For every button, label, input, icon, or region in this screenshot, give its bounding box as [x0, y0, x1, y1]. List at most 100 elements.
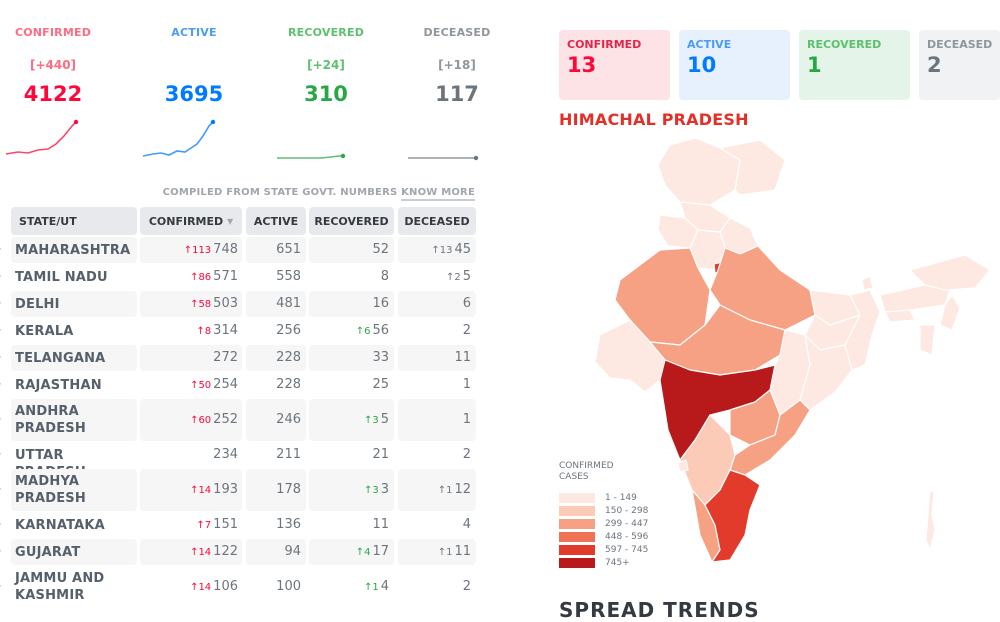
header-state[interactable]: STATE/UT [11, 207, 137, 235]
table-row[interactable]: › TELANGANA 272 228 33 11 [0, 345, 478, 371]
cell-deceased-value: 5 [462, 269, 471, 284]
region-card-label: DECEASED [927, 38, 993, 51]
header-recovered[interactable]: RECOVERED [309, 207, 394, 235]
cell-active-bg [246, 264, 306, 290]
cell-confirmed-value: 503 [213, 296, 238, 311]
expand-chevron-icon[interactable]: › [0, 323, 1, 336]
cell-recovered-bg [309, 469, 394, 511]
cell-recovered: 16 [370, 296, 389, 311]
legend-label: 150 - 298 [605, 506, 649, 516]
legend-label: 1 - 149 [605, 493, 637, 503]
region-card-deceased: DECEASED 2 [919, 30, 1000, 100]
stat-sparkline [277, 153, 346, 159]
region-card-label: CONFIRMED [567, 38, 642, 51]
region-card-value: 13 [567, 53, 597, 77]
know-more-link[interactable]: KNOW MORE [401, 187, 475, 201]
cell-state-bg [11, 345, 137, 371]
cell-confirmed: ↑60 252 [190, 412, 238, 427]
cell-recovered-bg [309, 237, 394, 263]
header-confirmed[interactable]: CONFIRMED ▾ [140, 207, 242, 235]
stat-label: DECEASED [423, 26, 491, 39]
table-row[interactable]: ›UTTAR PRADESH234211212 [0, 442, 478, 480]
legend-bin: 597 - 745 [559, 545, 648, 555]
cell-active-value: 228 [276, 350, 301, 365]
cell-recovered-value: 17 [372, 544, 389, 559]
cell-recovered-value: 16 [372, 296, 389, 311]
expand-chevron-icon[interactable]: › [0, 296, 1, 309]
expand-chevron-icon[interactable]: › [0, 350, 1, 363]
cell-recovered-value: 8 [380, 269, 389, 284]
cell-confirmed-delta: ↑86 [190, 272, 212, 283]
cell-confirmed-bg [140, 512, 242, 538]
cell-active: 651 [276, 242, 301, 257]
cell-state-bg [11, 399, 137, 441]
cell-active: 94 [284, 544, 301, 559]
cell-confirmed-delta: ↑58 [190, 299, 212, 310]
cell-active-value: 246 [276, 412, 301, 427]
expand-chevron-icon[interactable]: › [0, 242, 1, 255]
cell-confirmed-bg [140, 345, 242, 371]
cell-recovered: ↑1 4 [364, 579, 389, 594]
state-name: JAMMU AND KASHMIR [15, 571, 105, 603]
cell-confirmed-value: 314 [213, 323, 238, 338]
cell-deceased: 4 [461, 517, 471, 532]
cell-deceased-delta: ↑2 [445, 272, 461, 283]
cell-state-bg [11, 566, 137, 608]
cell-recovered: 11 [370, 517, 389, 532]
cell-active: 136 [276, 517, 301, 532]
cell-deceased-value: 11 [454, 350, 471, 365]
india-map[interactable] [580, 130, 1000, 590]
header-deceased[interactable]: DECEASED [398, 207, 476, 235]
stat-label: CONFIRMED [14, 26, 92, 39]
cell-recovered-bg [309, 291, 394, 317]
cell-recovered: 21 [370, 447, 389, 462]
cell-confirmed-delta: ↑113 [183, 245, 212, 256]
cell-deceased: ↑13 45 [431, 242, 471, 257]
header-recovered-label: RECOVERED [314, 214, 389, 228]
expand-chevron-icon[interactable]: › [0, 517, 1, 530]
state-name: MADHYA PRADESH [15, 474, 86, 506]
expand-chevron-icon[interactable]: › [0, 579, 1, 592]
legend-bin: 150 - 298 [559, 506, 648, 516]
legend-bin: 448 - 596 [559, 532, 648, 542]
cell-confirmed-delta: ↑14 [190, 485, 212, 496]
cell-active: 246 [276, 412, 301, 427]
cell-recovered: 52 [370, 242, 389, 257]
expand-chevron-icon[interactable]: › [0, 482, 1, 495]
cell-recovered-value: 11 [372, 517, 389, 532]
cell-active: 481 [276, 296, 301, 311]
cell-deceased: 1 [461, 412, 471, 427]
cell-confirmed: ↑14 106 [190, 579, 238, 594]
expand-chevron-icon[interactable]: › [0, 269, 1, 282]
cell-deceased-bg [398, 264, 476, 290]
header-active[interactable]: ACTIVE [246, 207, 306, 235]
cell-active-value: 136 [276, 517, 301, 532]
cell-active: 558 [276, 269, 301, 284]
cell-active-value: 94 [284, 544, 301, 559]
map-state-nagaland-manipur [939, 294, 961, 331]
cell-active: 178 [276, 482, 301, 497]
expand-chevron-icon[interactable]: › [0, 544, 1, 557]
expand-chevron-icon[interactable]: › [0, 377, 1, 390]
expand-chevron-icon[interactable]: › [0, 447, 1, 460]
cell-active: 211 [276, 447, 301, 462]
region-card-confirmed: CONFIRMED 13 [559, 30, 670, 100]
cell-recovered: 8 [379, 269, 389, 284]
cell-recovered: ↑3 5 [364, 412, 389, 427]
stat-label: RECOVERED [287, 26, 365, 39]
expand-chevron-icon[interactable]: › [0, 412, 1, 425]
cell-deceased-bg [398, 399, 476, 441]
stat-active: ACTIVE 3695 [139, 26, 249, 157]
legend-swatch [559, 519, 595, 529]
cell-confirmed-bg [140, 264, 242, 290]
